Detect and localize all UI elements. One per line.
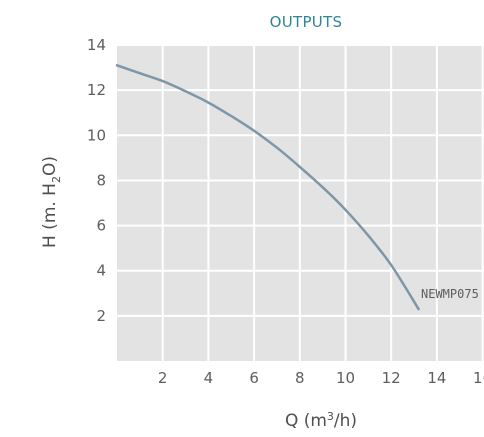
chart-title: OUTPUTS [270, 13, 343, 31]
y-tick-label: 2 [96, 307, 106, 325]
y-tick-label: 4 [96, 262, 106, 280]
x-tick-label: 6 [249, 369, 259, 387]
y-tick-label: 8 [96, 171, 106, 189]
x-tick-label: 10 [336, 369, 355, 387]
x-axis-label-main: Q (m [285, 411, 327, 431]
series-line-newmp075 [115, 64, 420, 311]
x-axis-ticks: 2 4 6 8 10 12 14 16 [158, 369, 484, 387]
x-axis-label: Q (m3/h) [285, 410, 357, 431]
x-axis-label-end: /h) [334, 411, 357, 431]
x-axis-label-superscript: 3 [327, 410, 334, 423]
x-tick-label: 4 [204, 369, 214, 387]
y-axis-label-main: H (m. H [40, 183, 60, 248]
y-axis-ticks: 2 4 6 8 10 12 14 [87, 36, 106, 325]
x-tick-label: 16 [473, 369, 484, 387]
y-axis-label-subscript: 2 [50, 176, 63, 183]
y-axis-label: H (m. H2O) [40, 156, 63, 248]
grid-lines [117, 44, 484, 361]
x-tick-label: 12 [382, 369, 401, 387]
x-tick-label: 8 [295, 369, 305, 387]
y-axis-label-end: O) [40, 156, 60, 176]
y-tick-label: 14 [87, 36, 106, 54]
series-label: NEWMP075 [421, 287, 479, 301]
x-tick-label: 14 [427, 369, 446, 387]
x-tick-label: 2 [158, 369, 168, 387]
y-tick-label: 12 [87, 81, 106, 99]
y-tick-label: 6 [96, 217, 106, 235]
y-tick-label: 10 [87, 126, 106, 144]
